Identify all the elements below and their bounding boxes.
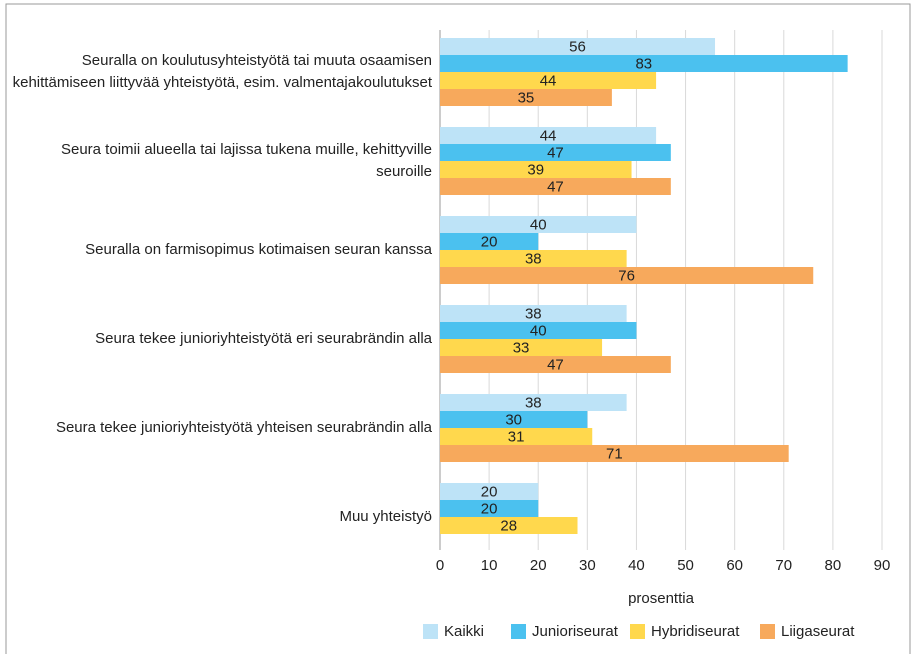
x-tick-label: 40 (628, 557, 645, 574)
bar (440, 428, 593, 445)
bar (440, 517, 578, 534)
value-label: 20 (481, 483, 498, 500)
legend-swatch (511, 624, 526, 639)
category-label: Seura tekee junioriyhteistyötä eri seura… (95, 330, 432, 347)
legend-label: Liigaseurat (781, 623, 855, 640)
category-label: Seura toimii alueella tai lajissa tukena… (60, 141, 432, 180)
value-label: 56 (569, 38, 586, 55)
legend-swatch (760, 624, 775, 639)
bar (440, 216, 637, 233)
value-label: 76 (618, 267, 635, 284)
value-label: 30 (505, 411, 522, 428)
bar (440, 394, 627, 411)
bar (440, 161, 632, 178)
bar (440, 55, 848, 72)
value-label: 28 (500, 517, 517, 534)
bar (440, 305, 627, 322)
x-tick-label: 50 (677, 557, 694, 574)
legend-swatch (423, 624, 438, 639)
x-tick-label: 10 (481, 557, 498, 574)
legend-swatch (630, 624, 645, 639)
value-label: 40 (530, 322, 547, 339)
x-tick-label: 80 (825, 557, 842, 574)
legend-label: Hybridiseurat (651, 623, 740, 640)
bar (440, 144, 671, 161)
value-label: 44 (540, 127, 557, 144)
bar (440, 339, 603, 356)
bar (440, 250, 627, 267)
bar (440, 38, 716, 55)
category-label: Seuralla on farmisopimus kotimaisen seur… (85, 241, 432, 258)
value-label: 38 (525, 250, 542, 267)
legend-label: Junioriseurat (532, 623, 619, 640)
bar (440, 89, 612, 106)
value-label: 83 (635, 55, 652, 72)
bar (440, 322, 637, 339)
value-label: 38 (525, 394, 542, 411)
bar (440, 233, 539, 250)
x-tick-label: 0 (436, 557, 444, 574)
category-label: Muu yhteistyö (339, 508, 432, 525)
value-label: 31 (508, 428, 525, 445)
bar (440, 178, 671, 195)
category-label: Seuralla on koulutusyhteistyötä tai muut… (12, 52, 432, 91)
value-label: 47 (547, 356, 564, 373)
bar (440, 445, 789, 462)
bar (440, 267, 814, 284)
value-label: 47 (547, 178, 564, 195)
bar (440, 72, 657, 89)
value-label: 35 (518, 89, 535, 106)
x-axis-label: prosenttia (628, 590, 695, 607)
bar (440, 483, 539, 500)
value-label: 44 (540, 72, 557, 89)
x-tick-label: 20 (530, 557, 547, 574)
bar (440, 500, 539, 517)
x-tick-label: 70 (775, 557, 792, 574)
value-label: 39 (527, 161, 544, 178)
legend-label: Kaikki (444, 623, 484, 640)
bar (440, 356, 671, 373)
value-label: 47 (547, 144, 564, 161)
category-label: Seura tekee junioriyhteistyötä yhteisen … (55, 419, 432, 436)
value-label: 20 (481, 500, 498, 517)
x-tick-label: 30 (579, 557, 596, 574)
value-label: 33 (513, 339, 530, 356)
value-label: 38 (525, 305, 542, 322)
bar (440, 127, 657, 144)
x-tick-label: 90 (874, 557, 891, 574)
value-label: 20 (481, 233, 498, 250)
value-label: 71 (606, 445, 623, 462)
frame (5, 3, 911, 654)
x-tick-label: 60 (726, 557, 743, 574)
bar (440, 411, 588, 428)
value-label: 40 (530, 216, 547, 233)
